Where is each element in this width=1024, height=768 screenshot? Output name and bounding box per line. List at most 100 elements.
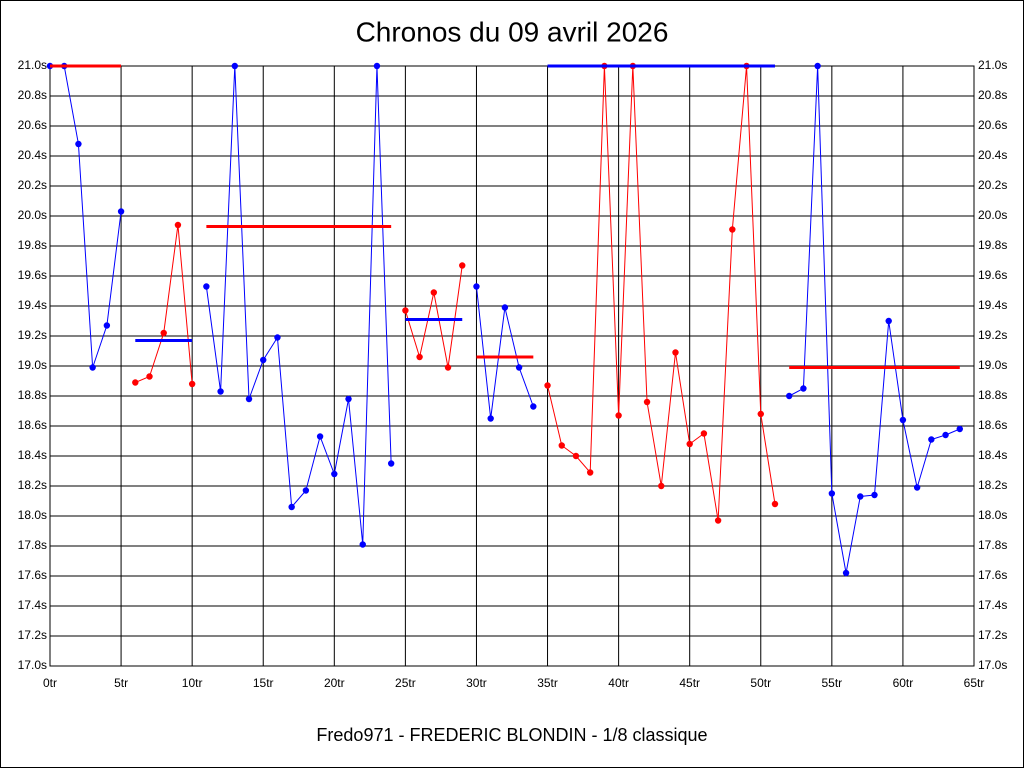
- data-point: [658, 482, 665, 490]
- data-point: [231, 62, 238, 70]
- y-tick-label: 18.8s: [18, 388, 47, 402]
- data-point: [245, 395, 253, 403]
- plot-border: [49, 65, 975, 667]
- y2-tick-label: 18.2s: [978, 478, 1007, 492]
- data-point: [302, 487, 310, 494]
- y2-tick-label: 18.8s: [978, 388, 1007, 402]
- x-axis-label: Fredo971 - FREDERIC BLONDIN - 1/8 classi…: [316, 725, 707, 745]
- y-tick-label: 19.4s: [18, 298, 47, 312]
- data-point: [714, 517, 722, 524]
- y-tick-label: 20.0s: [18, 208, 47, 222]
- y2-tick-label: 19.0s: [978, 358, 1007, 372]
- data-point: [117, 208, 125, 215]
- data-point: [146, 373, 153, 380]
- y2-tick-label: 20.4s: [978, 148, 1007, 162]
- y2-tick-label: 20.8s: [978, 88, 1007, 102]
- x-tick-label: 0tr: [43, 676, 57, 690]
- data-point: [885, 317, 892, 325]
- x-tick-label: 30tr: [466, 676, 487, 690]
- data-point: [188, 380, 196, 388]
- data-point: [260, 356, 267, 364]
- data-point: [544, 382, 551, 389]
- x-tick-label: 65tr: [964, 676, 985, 690]
- y-tick-label: 17.8s: [18, 538, 47, 552]
- x-tick-label: 25tr: [395, 676, 416, 690]
- y-tick-label: 20.2s: [18, 178, 47, 192]
- y2-tick-label: 17.6s: [978, 568, 1007, 582]
- x-tick-label: 60tr: [893, 676, 914, 690]
- data-point: [786, 392, 793, 400]
- data-point: [871, 491, 878, 499]
- y-tick-label: 19.6s: [18, 268, 47, 282]
- y-tick-label: 17.0s: [18, 658, 47, 672]
- y-tick-label: 17.2s: [18, 628, 47, 642]
- y-tick-label: 18.2s: [18, 478, 47, 492]
- data-point: [416, 353, 423, 361]
- y2-tick-label: 20.6s: [978, 118, 1007, 132]
- data-point: [203, 283, 210, 290]
- data-point: [800, 385, 807, 392]
- series-line: [205, 65, 392, 545]
- data-point: [686, 440, 693, 448]
- data-point: [700, 430, 708, 437]
- data-point: [501, 304, 509, 311]
- data-point: [814, 62, 821, 70]
- data-point: [132, 379, 139, 386]
- y-tick-label: 17.6s: [18, 568, 47, 582]
- data-point: [160, 329, 167, 337]
- data-point: [103, 322, 111, 329]
- data-point: [473, 283, 480, 290]
- y-tick-label: 19.0s: [18, 358, 47, 372]
- y2-tick-label: 20.0s: [978, 208, 1007, 222]
- x-tick-label: 15tr: [253, 676, 274, 690]
- data-point: [345, 395, 352, 403]
- data-point: [729, 226, 736, 233]
- data-point: [672, 349, 679, 356]
- data-point: [487, 415, 494, 422]
- x-tick-label: 20tr: [324, 676, 345, 690]
- data-point: [288, 503, 295, 511]
- y2-tick-label: 21.0s: [978, 58, 1007, 72]
- y-tick-label: 18.4s: [18, 448, 47, 462]
- data-point: [274, 334, 281, 341]
- data-point: [828, 490, 836, 497]
- x-tick-label: 35tr: [537, 676, 558, 690]
- y2-tick-label: 17.4s: [978, 598, 1007, 612]
- y2-tick-label: 19.6s: [978, 268, 1007, 282]
- y2-tick-label: 19.2s: [978, 328, 1007, 342]
- data-point: [913, 484, 921, 491]
- y-tick-label: 21.0s: [18, 58, 47, 72]
- data-point: [899, 416, 907, 424]
- data-point: [402, 307, 409, 314]
- data-point: [757, 410, 764, 418]
- y2-tick-label: 19.8s: [978, 238, 1007, 252]
- y2-tick-label: 18.0s: [978, 508, 1007, 522]
- data-point: [75, 140, 82, 148]
- data-point: [572, 452, 580, 460]
- x-tick-label: 45tr: [679, 676, 700, 690]
- y-tick-label: 18.6s: [18, 418, 47, 432]
- x-tick-label: 40tr: [608, 676, 629, 690]
- data-point: [771, 500, 779, 508]
- data-point: [615, 412, 622, 419]
- y2-tick-label: 17.0s: [978, 658, 1007, 672]
- data-point: [928, 436, 935, 443]
- y-tick-label: 18.0s: [18, 508, 47, 522]
- y-tick-label: 20.6s: [18, 118, 47, 132]
- x-tick-label: 50tr: [750, 676, 771, 690]
- data-point: [387, 460, 395, 467]
- data-point: [217, 388, 224, 395]
- data-point: [430, 289, 438, 296]
- data-point: [331, 470, 338, 478]
- data-point: [857, 493, 864, 500]
- y2-tick-label: 17.2s: [978, 628, 1007, 642]
- y2-tick-label: 17.8s: [978, 538, 1007, 552]
- data-point: [359, 541, 366, 548]
- data-point: [316, 433, 324, 440]
- chart-title: Chronos du 09 avril 2026: [356, 16, 669, 47]
- x-tick-label: 10tr: [182, 676, 203, 690]
- y-tick-label: 20.8s: [18, 88, 47, 102]
